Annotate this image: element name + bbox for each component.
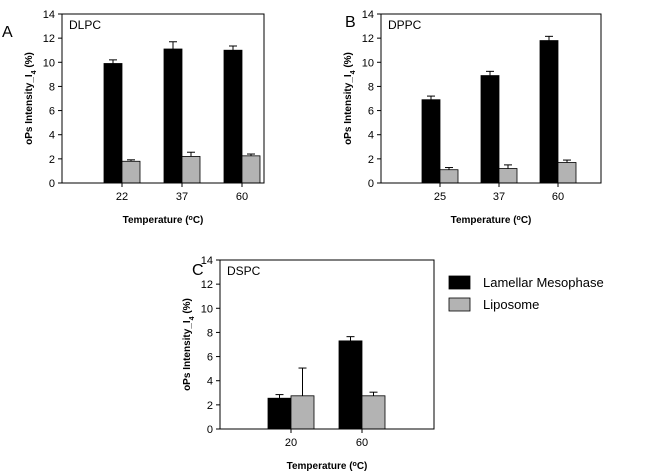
inset-label: DPPC: [388, 18, 422, 32]
y-tick-label: 4: [49, 130, 55, 142]
y-tick-label: 6: [207, 352, 213, 364]
x-tick-label: 60: [236, 191, 248, 203]
bar-liposome-20: [290, 395, 315, 430]
panel-letter: B: [345, 14, 356, 31]
inset-label: DSPC: [227, 264, 261, 278]
y-tick-label: 4: [368, 130, 374, 142]
y-tick-label: 12: [43, 33, 55, 45]
y-tick-label: 8: [207, 327, 213, 339]
y-axis-title: oPs Intensity_I4 (%): [343, 52, 357, 145]
x-axis-title: Temperature (oC): [287, 461, 368, 473]
x-tick-label: 60: [552, 191, 564, 203]
bar-liposome-60: [361, 395, 386, 430]
bar-lamellar-mesophase-22: [103, 63, 123, 184]
y-axis-title: oPs Intensity_I4 (%): [24, 52, 38, 145]
y-tick-label: 6: [49, 106, 55, 118]
y-tick-label: 10: [362, 57, 374, 69]
panel-letter: C: [192, 262, 204, 279]
x-tick-label: 20: [285, 437, 297, 449]
y-tick-label: 14: [43, 9, 55, 21]
y-tick-label: 2: [368, 154, 374, 166]
bar-lamellar-mesophase-60: [223, 49, 243, 184]
x-tick-label: 25: [434, 191, 446, 203]
y-tick-label: 14: [362, 9, 374, 21]
panel-a: A 22 37 60 DLPC 0 2 4 6 8 10 12 14 Temperature (oC) oP…: [2, 9, 265, 227]
y-tick-label: 4: [207, 376, 213, 388]
y-tick-label: 12: [362, 33, 374, 45]
x-tick-label: 22: [116, 191, 128, 203]
y-tick-label: 0: [368, 178, 374, 190]
bar-liposome-60: [557, 162, 577, 184]
bar-liposome-37: [498, 168, 518, 184]
plot-frame: [219, 259, 435, 430]
x-tick-label: 60: [356, 437, 368, 449]
y-tick-label: 8: [368, 81, 374, 93]
x-axis-title: Temperature (oC): [451, 215, 532, 227]
legend-swatch: [448, 297, 471, 312]
plot-frame: [61, 13, 265, 184]
bar-lamellar-mesophase-37: [163, 48, 183, 184]
y-tick-label: 0: [207, 424, 213, 436]
y-tick-label: 6: [368, 106, 374, 118]
bar-lamellar-mesophase-20: [267, 397, 292, 430]
y-tick-label: 0: [49, 178, 55, 190]
panel-b: B 25 37 60 DPPC 0 2 4 6 8 10 12 14 Temperature (oC) oP…: [343, 9, 602, 227]
x-tick-label: 37: [493, 191, 505, 203]
panel-letter: A: [2, 24, 13, 41]
legend-swatch: [448, 275, 471, 290]
y-tick-label: 8: [49, 81, 55, 93]
bar-lamellar-mesophase-60: [539, 40, 559, 184]
y-tick-label: 12: [201, 279, 213, 291]
bar-lamellar-mesophase-37: [480, 75, 500, 184]
legend: Lamellar Mesophase Liposome: [448, 275, 604, 312]
inset-label: DLPC: [69, 18, 101, 32]
y-tick-label: 2: [207, 400, 213, 412]
y-tick-label: 10: [201, 303, 213, 315]
plot-frame: [380, 13, 602, 184]
y-tick-label: 2: [49, 154, 55, 166]
y-axis-title: oPs Intensity_I4 (%): [182, 298, 196, 391]
y-tick-label: 10: [43, 57, 55, 69]
legend-label: Liposome: [483, 297, 539, 312]
bar-liposome-60: [241, 155, 261, 184]
panel-c: C 20 60 DSPC 0 2 4 6 8 10 12 14 Temperature (oC) oPs …: [182, 255, 435, 473]
y-tick-label: 14: [201, 255, 213, 267]
x-axis-title: Temperature (oC): [123, 215, 204, 227]
x-tick-label: 37: [176, 191, 188, 203]
bar-liposome-37: [181, 156, 201, 184]
bar-lamellar-mesophase-60: [338, 340, 363, 430]
bar-lamellar-mesophase-25: [421, 99, 441, 184]
legend-label: Lamellar Mesophase: [483, 275, 604, 290]
bar-liposome-25: [439, 169, 459, 184]
bar-liposome-22: [121, 160, 141, 184]
